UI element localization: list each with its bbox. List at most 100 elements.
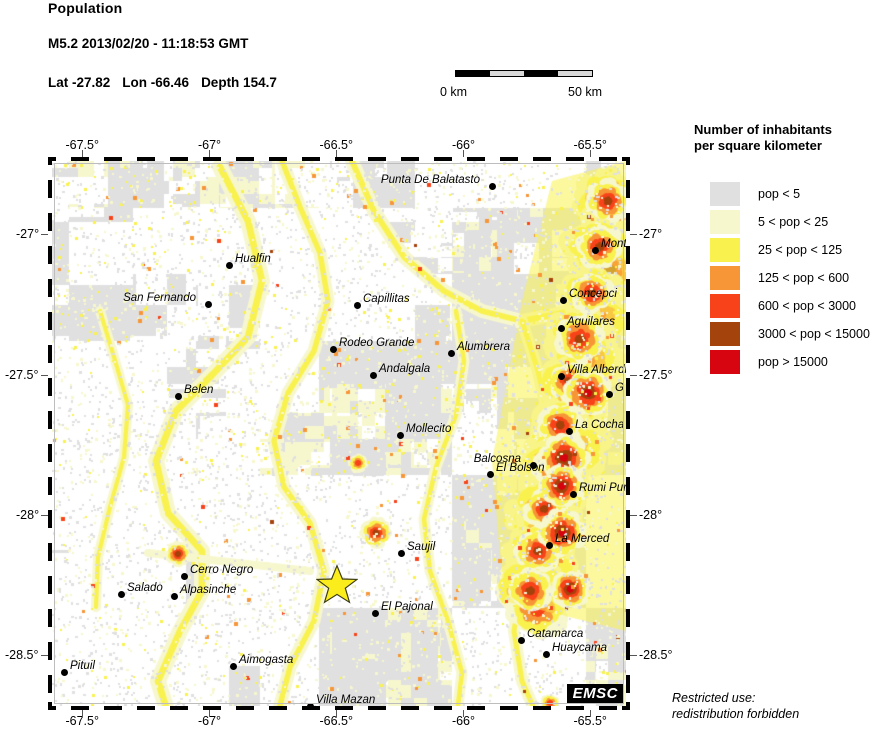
border-dash-bottom <box>518 706 533 710</box>
legend-item: 25 < pop < 125 <box>694 236 876 264</box>
border-dash-right <box>626 264 630 279</box>
border-dash-top <box>221 157 236 161</box>
city-label: Huaycama <box>552 642 607 654</box>
city-dot-icon <box>566 428 573 435</box>
city-label: Rumi Punco <box>579 482 626 494</box>
border-dash-bottom <box>320 706 335 710</box>
border-dash-bottom <box>56 706 71 710</box>
restricted-use-note: Restricted use: redistribution forbidden <box>672 690 799 722</box>
border-dash-top <box>287 157 302 161</box>
border-dash-top <box>320 157 335 161</box>
latitude-value: Lat -27.82 <box>48 75 111 90</box>
magnitude-text: M5.2 2013/02/20 - 11:18:53 GMT <box>48 36 249 51</box>
page-title: Population <box>48 0 123 16</box>
legend-item: 5 < pop < 25 <box>694 208 876 236</box>
lat-tick-label-left-1: -27.5° <box>5 367 39 382</box>
border-dash-top <box>452 157 467 161</box>
lon-tick-label-top-3: -66° <box>451 138 476 152</box>
city-dot-icon <box>398 550 405 557</box>
population-map[interactable]: Punta De Balatasto Mont Hualfin San Fernand… <box>48 157 630 710</box>
border-dash-left <box>48 264 52 279</box>
city-dot-icon <box>61 669 68 676</box>
city-label: El Bolson <box>496 462 545 474</box>
border-dash-right <box>626 165 630 180</box>
scale-bar-min-label: 0 km <box>440 85 468 99</box>
lon-tick-bottom-0 <box>82 710 84 717</box>
city-label: Saujil <box>407 541 436 553</box>
city-dot-icon <box>606 391 613 398</box>
city-dot-icon <box>448 350 455 357</box>
border-dash-bottom <box>89 706 104 710</box>
lat-tick-label-right-3: -28.5° <box>639 648 673 663</box>
lon-tick-label-top-2: -66.5° <box>319 138 353 152</box>
legend-label: pop > 15000 <box>758 355 828 369</box>
lat-tick-label-right-0: -27° <box>639 227 663 242</box>
legend-item: 125 < pop < 600 <box>694 264 876 292</box>
legend-label: 25 < pop < 125 <box>758 243 843 257</box>
lon-tick-top-2 <box>336 150 338 157</box>
lon-tick-label-bottom-4: -65.5° <box>573 714 607 728</box>
lat-tick-label-right-1: -27.5° <box>639 367 673 382</box>
city-label: Andalgala <box>379 363 431 375</box>
lat-tick-right-3 <box>630 655 637 657</box>
city-dot-icon <box>592 247 599 254</box>
border-dash-bottom <box>551 706 566 710</box>
city-dot-icon <box>372 610 379 617</box>
border-dash-right <box>626 396 630 411</box>
border-dash-right <box>626 462 630 477</box>
lon-tick-top-4 <box>590 150 592 157</box>
border-dash-left <box>48 462 52 477</box>
legend-label: pop < 5 <box>758 187 801 201</box>
border-dash-left <box>48 297 52 312</box>
lon-tick-bottom-2 <box>336 710 338 717</box>
legend-title-line1: Number of inhabitants <box>694 122 832 137</box>
legend-title: Number of inhabitants per square kilomet… <box>694 122 876 154</box>
city-dot-icon <box>118 591 125 598</box>
border-dash-bottom <box>155 706 170 710</box>
border-dash-left <box>48 594 52 609</box>
border-dash-right <box>626 198 630 213</box>
legend-title-line2: per square kilometer <box>694 138 822 153</box>
border-dash-bottom <box>353 706 368 710</box>
city-label: Pituil <box>70 660 95 672</box>
border-dash-top <box>254 157 269 161</box>
epicenter-star-icon <box>315 564 359 604</box>
legend-swatch <box>710 266 740 290</box>
border-dash-left <box>48 693 52 702</box>
city-label: Mont <box>601 238 626 250</box>
city-label: Catamarca <box>527 628 584 640</box>
border-dash-right <box>626 231 630 246</box>
border-dash-right <box>626 495 630 510</box>
legend-swatch <box>710 322 740 346</box>
border-dash-left <box>48 528 52 543</box>
border-dash-top <box>485 157 500 161</box>
city-label: Aimogasta <box>239 654 294 666</box>
city-dot-icon <box>230 663 237 670</box>
city-dot-icon <box>175 393 182 400</box>
scale-bar-max-label: 50 km <box>568 85 603 99</box>
depth-value: Depth 154.7 <box>201 75 277 90</box>
legend-swatch <box>710 294 740 318</box>
map-border <box>48 157 630 710</box>
lon-tick-label-bottom-2: -66.5° <box>319 714 353 728</box>
border-dash-left <box>48 165 52 180</box>
border-dash-top <box>518 157 533 161</box>
city-label: Concepci <box>569 288 617 300</box>
city-dot-icon <box>560 297 567 304</box>
legend-swatch <box>710 350 740 374</box>
city-label: Hualfin <box>235 253 271 265</box>
city-dot-icon <box>530 462 537 469</box>
city-dot-icon <box>205 301 212 308</box>
lat-tick-right-2 <box>630 514 637 516</box>
city-dot-icon <box>543 651 550 658</box>
city-dot-icon <box>330 346 337 353</box>
map-raster-layer: Punta De Balatasto Mont Hualfin San Fernand… <box>52 161 626 706</box>
lat-tick-left-0 <box>41 234 48 236</box>
legend-item: pop > 15000 <box>694 348 876 376</box>
legend-swatch <box>710 238 740 262</box>
lat-tick-right-1 <box>630 374 637 376</box>
border-dash-left <box>48 330 52 345</box>
border-dash-right <box>626 660 630 675</box>
legend-swatch <box>710 182 740 206</box>
city-dot-icon <box>307 703 314 706</box>
